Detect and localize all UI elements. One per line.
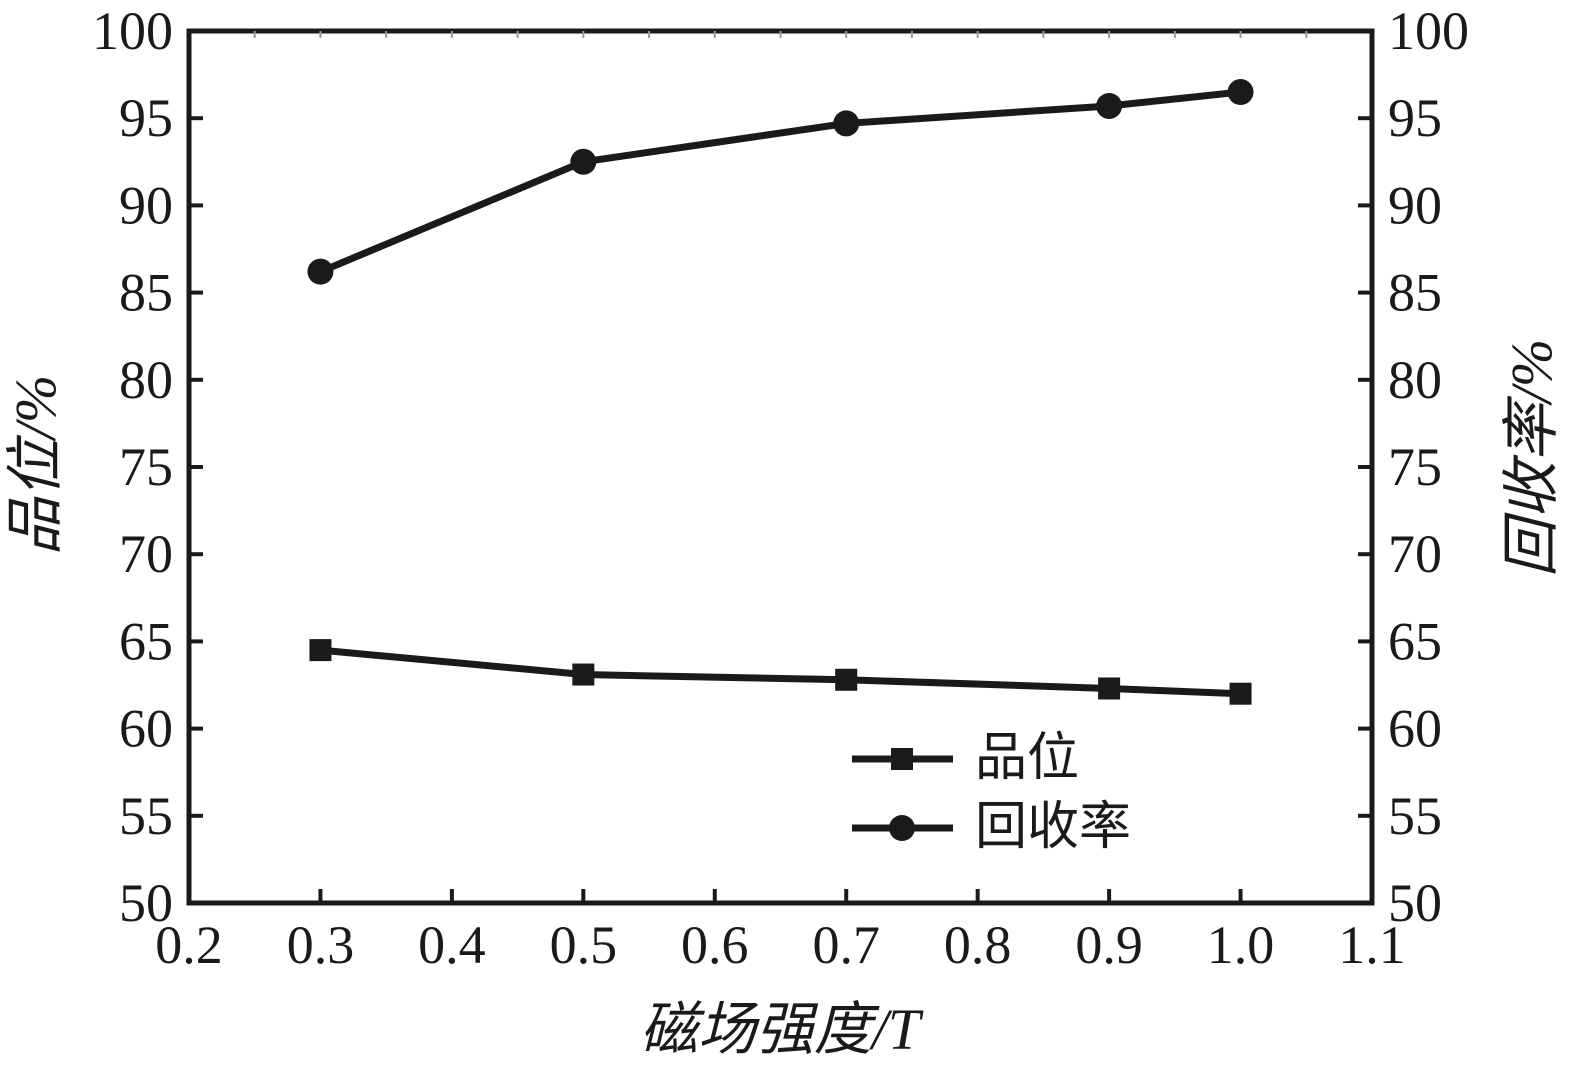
y-tick-label-left: 65 — [119, 611, 173, 671]
series-marker-0 — [309, 639, 332, 662]
y-tick-label-left: 80 — [119, 350, 173, 410]
y-tick-label-right: 50 — [1388, 873, 1442, 933]
y-tick-label-right: 55 — [1388, 786, 1442, 846]
x-tick-label: 1.1 — [1338, 915, 1406, 975]
series-marker-1 — [307, 258, 334, 285]
series-marker-0 — [572, 663, 595, 686]
y-tick-label-left: 75 — [119, 437, 173, 497]
y-tick-label-right: 65 — [1388, 611, 1442, 671]
series-marker-1 — [570, 148, 597, 175]
x-tick-label: 0.8 — [944, 915, 1012, 975]
y-tick-label-right: 75 — [1388, 437, 1442, 497]
y-tick-label-right: 95 — [1388, 88, 1442, 148]
y-tick-label-right: 85 — [1388, 263, 1442, 323]
series-marker-1 — [1227, 79, 1254, 106]
legend-marker-1 — [889, 815, 915, 841]
y-tick-label-right: 80 — [1388, 350, 1442, 410]
y-tick-label-left: 60 — [119, 699, 173, 759]
legend-marker-0 — [891, 748, 913, 770]
series-marker-0 — [1098, 677, 1121, 700]
y-tick-label-left: 90 — [119, 175, 173, 235]
x-tick-label: 0.3 — [287, 915, 355, 975]
left-axis-title: 品位/% — [3, 374, 68, 556]
y-tick-label-right: 60 — [1388, 699, 1442, 759]
x-tick-label: 0.5 — [550, 915, 618, 975]
x-tick-label: 0.9 — [1075, 915, 1143, 975]
y-tick-label-left: 55 — [119, 786, 173, 846]
y-tick-label-left: 50 — [119, 873, 173, 933]
x-tick-label: 0.4 — [418, 915, 486, 975]
y-tick-label-right: 90 — [1388, 175, 1442, 235]
legend-label-recovery: 回收率 — [975, 799, 1132, 856]
y-tick-label-left: 100 — [92, 1, 173, 61]
x-tick-label: 1.0 — [1207, 915, 1275, 975]
x-tick-label: 0.6 — [681, 915, 749, 975]
plot-frame — [186, 28, 1375, 906]
y-tick-label-right: 70 — [1388, 524, 1442, 584]
y-tick-label-left: 85 — [119, 263, 173, 323]
legend-label-grade: 品位 — [975, 730, 1080, 787]
y-tick-label-left: 95 — [119, 88, 173, 148]
x-axis-title: 磁场强度/T — [639, 997, 921, 1062]
series-marker-1 — [833, 110, 860, 137]
y-tick-label-left: 70 — [119, 524, 173, 584]
series-marker-1 — [1096, 92, 1123, 119]
series-line-1 — [319, 88, 1241, 275]
x-tick-label: 0.7 — [812, 915, 880, 975]
series-marker-0 — [835, 668, 858, 691]
y-tick-label-right: 100 — [1388, 1, 1469, 61]
series-marker-0 — [1229, 682, 1252, 705]
right-axis-title: 回收率/% — [1499, 338, 1564, 578]
x-tick-label: 0.2 — [155, 915, 223, 975]
